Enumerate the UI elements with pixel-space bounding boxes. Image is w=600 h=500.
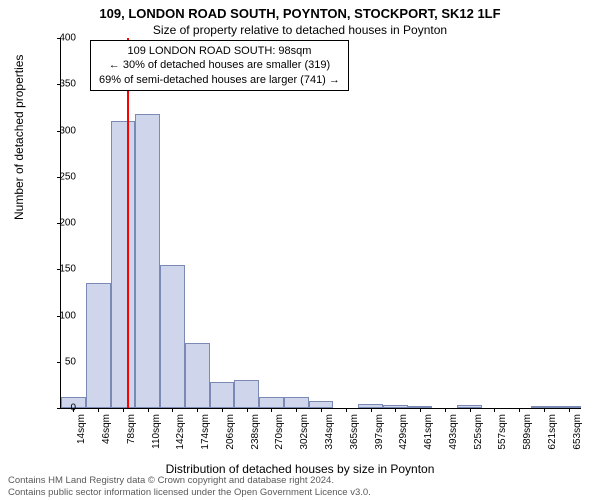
y-tick-label: 0: [46, 403, 76, 414]
x-tick-mark: [445, 408, 446, 412]
x-tick-label: 461sqm: [423, 414, 434, 450]
x-tick-mark: [197, 408, 198, 412]
attribution-line-1: Contains HM Land Registry data © Crown c…: [8, 475, 371, 486]
annotation-line-1: 109 LONDON ROAD SOUTH: 98sqm: [99, 44, 340, 58]
x-tick-label: 557sqm: [497, 414, 508, 450]
x-tick-mark: [271, 408, 272, 412]
x-tick-label: 493sqm: [448, 414, 459, 450]
x-tick-label: 78sqm: [126, 414, 137, 444]
y-axis-label: Number of detached properties: [12, 55, 26, 220]
histogram-bar: [185, 343, 210, 408]
x-tick-label: 653sqm: [572, 414, 583, 450]
reference-marker-line: [127, 38, 129, 408]
x-tick-mark: [346, 408, 347, 412]
annotation-line-2: ← 30% of detached houses are smaller (31…: [99, 58, 340, 72]
x-tick-mark: [296, 408, 297, 412]
plot-region: [60, 38, 581, 409]
x-tick-mark: [123, 408, 124, 412]
x-tick-label: 525sqm: [473, 414, 484, 450]
x-tick-label: 365sqm: [349, 414, 360, 450]
x-tick-label: 397sqm: [374, 414, 385, 450]
histogram-bar: [111, 121, 136, 408]
x-tick-label: 142sqm: [175, 414, 186, 450]
x-axis-label: Distribution of detached houses by size …: [0, 462, 600, 476]
y-tick-label: 100: [46, 310, 76, 321]
x-tick-label: 302sqm: [299, 414, 310, 450]
chart-title: 109, LONDON ROAD SOUTH, POYNTON, STOCKPO…: [0, 0, 600, 21]
histogram-bar: [210, 382, 235, 408]
x-tick-mark: [371, 408, 372, 412]
y-tick-label: 150: [46, 264, 76, 275]
histogram-bar: [135, 114, 160, 408]
x-tick-mark: [519, 408, 520, 412]
x-tick-mark: [395, 408, 396, 412]
y-tick-label: 400: [46, 33, 76, 44]
y-tick-label: 50: [46, 356, 76, 367]
x-tick-mark: [98, 408, 99, 412]
y-tick-label: 200: [46, 218, 76, 229]
x-tick-label: 429sqm: [398, 414, 409, 450]
attribution-line-2: Contains public sector information licen…: [8, 487, 371, 498]
x-tick-mark: [172, 408, 173, 412]
x-tick-label: 46sqm: [101, 414, 112, 444]
chart-area: [60, 38, 580, 408]
x-tick-label: 270sqm: [274, 414, 285, 450]
x-tick-mark: [148, 408, 149, 412]
histogram-bar: [309, 401, 334, 408]
chart-container: 109, LONDON ROAD SOUTH, POYNTON, STOCKPO…: [0, 0, 600, 500]
y-tick-label: 300: [46, 125, 76, 136]
x-tick-mark: [222, 408, 223, 412]
attribution: Contains HM Land Registry data © Crown c…: [8, 475, 371, 498]
annotation-box: 109 LONDON ROAD SOUTH: 98sqm ← 30% of de…: [90, 40, 349, 91]
x-tick-label: 206sqm: [225, 414, 236, 450]
x-tick-label: 589sqm: [522, 414, 533, 450]
x-tick-label: 14sqm: [76, 414, 87, 444]
x-tick-mark: [470, 408, 471, 412]
y-tick-label: 250: [46, 171, 76, 182]
x-tick-mark: [544, 408, 545, 412]
chart-subtitle: Size of property relative to detached ho…: [0, 21, 600, 37]
x-tick-label: 238sqm: [250, 414, 261, 450]
y-tick-label: 350: [46, 79, 76, 90]
histogram-bar: [259, 397, 284, 408]
histogram-bar: [160, 265, 185, 408]
x-tick-mark: [569, 408, 570, 412]
histogram-bar: [284, 397, 309, 408]
x-tick-mark: [494, 408, 495, 412]
x-tick-mark: [247, 408, 248, 412]
x-tick-label: 174sqm: [200, 414, 211, 450]
annotation-line-3: 69% of semi-detached houses are larger (…: [99, 73, 340, 87]
x-tick-label: 110sqm: [151, 414, 162, 449]
x-tick-mark: [321, 408, 322, 412]
histogram-bar: [234, 380, 259, 408]
histogram-bar: [86, 283, 111, 408]
x-tick-label: 334sqm: [324, 414, 335, 450]
x-tick-label: 621sqm: [547, 414, 558, 450]
x-tick-mark: [420, 408, 421, 412]
